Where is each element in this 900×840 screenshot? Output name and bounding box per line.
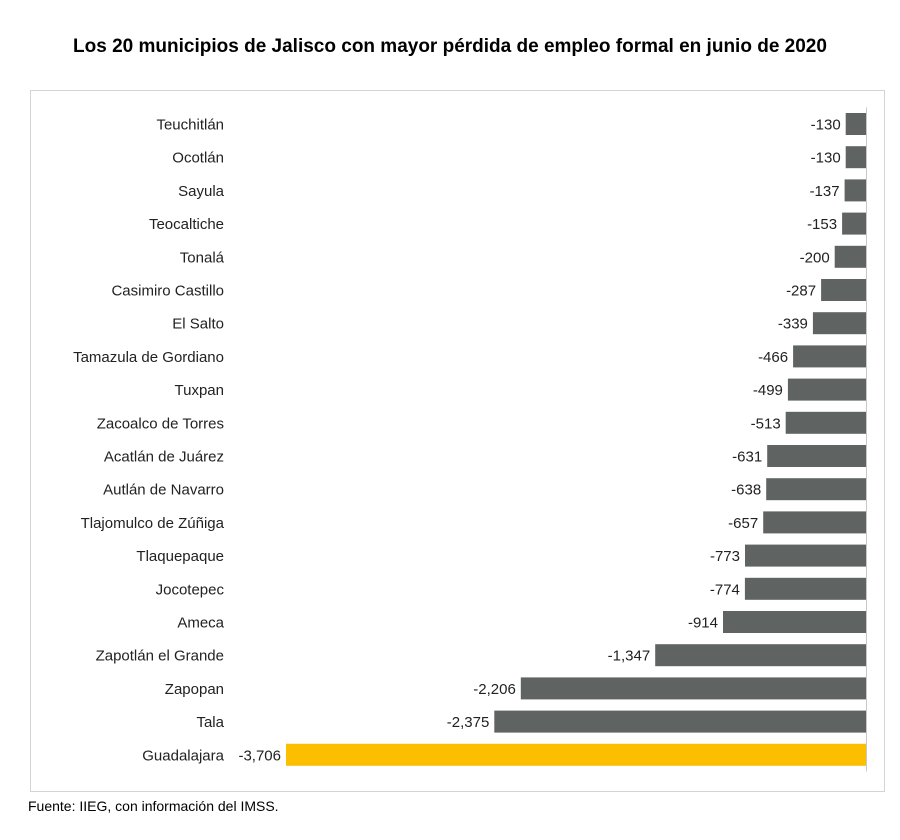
category-label: Autlán de Navarro	[103, 482, 224, 499]
bar	[744, 577, 866, 600]
bar	[766, 478, 866, 501]
category-label: Zacoalco de Torres	[97, 415, 224, 432]
value-label: -914	[688, 615, 718, 632]
category-label: El Salto	[172, 316, 224, 333]
bar	[286, 743, 866, 766]
value-label: -657	[728, 515, 758, 532]
chart-frame	[30, 90, 885, 792]
chart-title: Los 20 municipios de Jalisco con mayor p…	[73, 36, 827, 57]
bar	[763, 511, 866, 534]
source-note: Fuente: IIEG, con información del IMSS.	[28, 798, 279, 814]
category-label: Casimiro Castillo	[111, 283, 224, 300]
value-label: -130	[811, 117, 841, 134]
bar	[787, 378, 866, 401]
value-label: -2,206	[473, 681, 516, 698]
value-label: -200	[800, 249, 830, 266]
category-label: Tuxpan	[175, 382, 224, 399]
value-label: -153	[807, 216, 837, 233]
bar	[655, 644, 866, 667]
value-label: -631	[732, 449, 762, 466]
category-label: Jocotepec	[156, 581, 225, 598]
category-label: Ameca	[177, 615, 224, 632]
bar	[793, 345, 866, 368]
bar	[834, 245, 866, 268]
category-label: Zapopan	[165, 681, 224, 698]
value-label: -2,375	[447, 714, 490, 731]
bar	[845, 113, 866, 135]
bar	[785, 411, 866, 434]
bar	[821, 279, 866, 301]
category-label: Tala	[196, 714, 224, 731]
category-label: Tamazula de Gordiano	[73, 349, 224, 366]
bar	[520, 677, 866, 700]
category-label: Tlajomulco de Zúñiga	[81, 515, 225, 532]
value-label: -3,706	[238, 747, 281, 764]
category-label: Tonalá	[180, 249, 225, 266]
value-label: -774	[710, 581, 740, 598]
value-label: -513	[751, 415, 781, 432]
category-label: Acatlán de Juárez	[104, 449, 224, 466]
value-label: -287	[786, 283, 816, 300]
value-label: -638	[731, 482, 761, 499]
value-label: -1,347	[608, 648, 651, 665]
bar	[845, 146, 866, 169]
value-label: -773	[710, 548, 740, 565]
category-label: Sayula	[178, 183, 225, 200]
category-label: Zapotlán el Grande	[96, 648, 224, 665]
bar	[844, 179, 866, 202]
value-label: -137	[810, 183, 840, 200]
category-label: Ocotlán	[172, 150, 224, 167]
category-label: Guadalajara	[142, 747, 224, 764]
value-label: -130	[811, 150, 841, 167]
category-label: Teocaltiche	[149, 216, 224, 233]
bar	[842, 212, 866, 235]
bar	[723, 611, 866, 633]
value-label: -339	[778, 316, 808, 333]
value-label: -499	[753, 382, 783, 399]
value-label: -466	[758, 349, 788, 366]
bar	[767, 445, 866, 467]
bar	[812, 312, 866, 335]
bar	[494, 710, 866, 733]
bar	[745, 544, 866, 567]
category-label: Tlaquepaque	[136, 548, 224, 565]
category-label: Teuchitlán	[156, 117, 224, 134]
